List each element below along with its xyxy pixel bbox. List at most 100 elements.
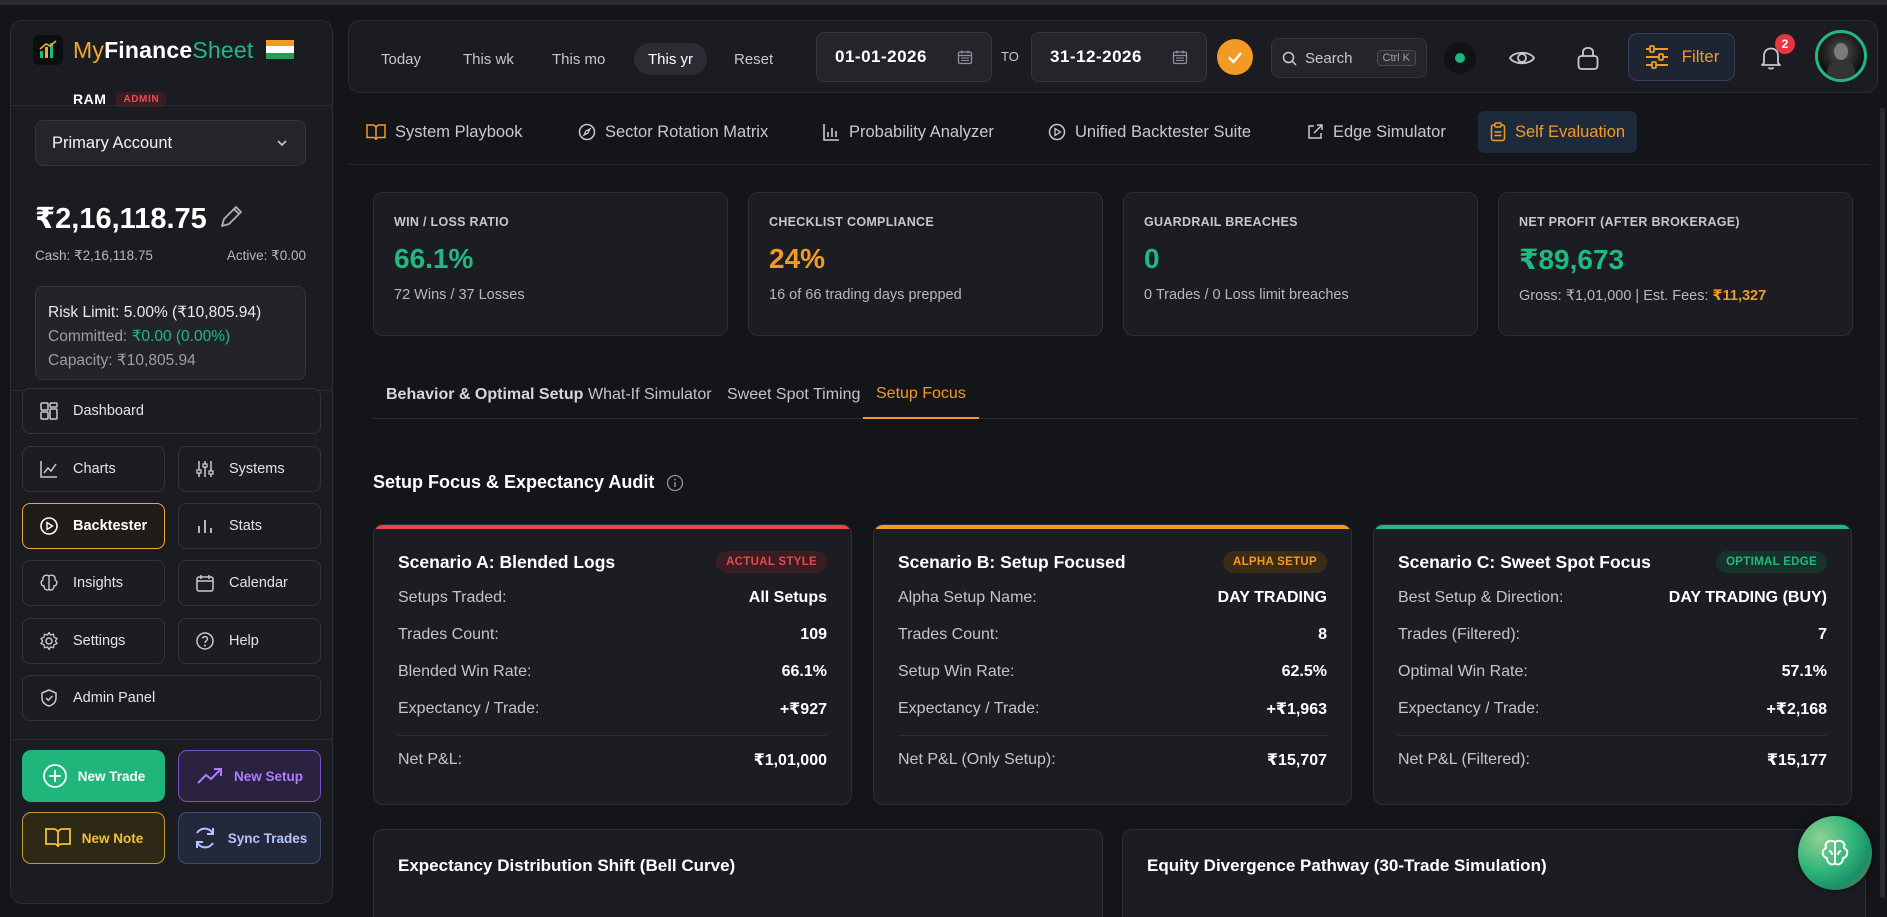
calendar-icon [1172,50,1188,65]
stat-label: WIN / LOSS RATIO [394,215,509,229]
sidebar-item-insights[interactable]: Insights [22,560,165,606]
row-label: Expectancy / Trade: [398,700,540,717]
grid-icon [40,402,58,420]
stat-value: 0 [1144,243,1160,274]
ai-assistant-button[interactable] [1798,816,1872,890]
sliders-icon [196,461,214,477]
sidebar-item-admin-panel[interactable]: Admin Panel [22,675,321,721]
stat-label: GUARDRAIL BREACHES [1144,215,1298,229]
new-note-button[interactable]: New Note [22,812,165,864]
subnav-label: Sector Rotation Matrix [605,122,769,141]
play-circle-icon [1048,123,1066,141]
sidebar-item-stats[interactable]: Stats [178,503,321,549]
stat-card-checklist-compliance: CHECKLIST COMPLIANCE 24% 16 of 66 tradin… [748,192,1103,336]
brand[interactable]: MyFinanceSheet [33,35,295,65]
module-nav: System Playbook Sector Rotation Matrix P… [348,93,1870,165]
sidebar-item-systems[interactable]: Systems [178,446,321,492]
edit-pencil-icon[interactable] [216,202,246,232]
account-select-value: Primary Account [52,133,173,152]
tab-behavior-optimal-setup[interactable]: Behavior & Optimal Setup [386,386,584,403]
tab-setup-focus[interactable]: Setup Focus [863,371,979,419]
row-label: Blended Win Rate: [398,663,532,680]
info-icon[interactable] [666,474,684,492]
notifications-button[interactable] [1754,41,1788,75]
lock-button[interactable] [1571,41,1605,75]
new-trade-button[interactable]: New Trade [22,750,165,802]
share-box-icon [1308,124,1323,139]
date-to-field[interactable]: 31-12-2026 [1031,32,1207,82]
chevron-down-icon [277,140,287,147]
tab-probability-analyzer[interactable]: Probability Analyzer [810,111,1006,153]
brain-icon [1821,839,1849,866]
user-row: RAM ADMIN [73,91,167,107]
scrollbar[interactable] [1880,108,1885,898]
net-label: Net P&L (Only Setup): [898,751,1056,768]
sidebar-item-help[interactable]: Help [178,618,321,664]
tab-self-evaluation[interactable]: Self Evaluation [1478,111,1638,153]
row-value: +₹927 [779,701,827,718]
sidebar-item-dashboard[interactable]: Dashboard [22,388,321,434]
filter-button[interactable]: Filter [1628,33,1735,81]
notification-count-badge: 2 [1775,34,1795,54]
sidebar-item-label: Backtester [73,518,148,534]
sidebar-item-settings[interactable]: Settings [22,618,165,664]
apply-date-range-button[interactable] [1217,39,1253,75]
tab-what-if-simulator[interactable]: What-If Simulator [588,386,712,403]
subnav-label: Self Evaluation [1515,122,1626,141]
row-value: +₹2,168 [1766,701,1827,718]
tab-edge-simulator[interactable]: Edge Simulator [1294,111,1458,153]
evaluation-tabs: Behavior & Optimal Setup What-If Simulat… [372,371,1858,419]
scenario-row: Trades Count: 8 [898,623,1327,647]
account-select[interactable]: Primary Account [35,120,306,166]
play-circle-icon [40,517,58,535]
clipboard-icon [1490,122,1506,142]
brand-sheet: Sheet [192,36,254,63]
stat-sub: 16 of 66 trading days prepped [769,287,962,303]
sidebar-item-label: Insights [73,575,123,591]
scenario-row: Setup Win Rate: 62.5% [898,660,1327,684]
trending-up-icon [197,768,222,784]
sidebar-item-calendar[interactable]: Calendar [178,560,321,606]
section-title: Setup Focus & Expectancy Audit [373,472,684,493]
sidebar-item-label: Calendar [229,575,288,591]
tab-sweet-spot-timing[interactable]: Sweet Spot Timing [727,386,861,403]
connection-status [1444,42,1476,74]
date-to-value: 31-12-2026 [1050,47,1142,66]
search-input[interactable]: Search Ctrl K [1271,38,1427,78]
net-value: ₹15,707 [1266,752,1327,769]
range-this-week-button[interactable]: This wk [463,50,514,68]
range-today-button[interactable]: Today [381,50,422,68]
tab-unified-backtester-suite[interactable]: Unified Backtester Suite [1036,111,1263,153]
sidebar-item-label: Systems [229,461,285,477]
compass-icon [578,123,596,141]
date-from-field[interactable]: 01-01-2026 [816,32,992,82]
row-value: 62.5% [1281,663,1327,680]
sidebar-item-charts[interactable]: Charts [22,446,165,492]
new-trade-label: New Trade [77,768,146,784]
line-chart-icon [40,461,57,478]
range-reset-button[interactable]: Reset [734,50,774,68]
sidebar-item-backtester[interactable]: Backtester [22,503,165,549]
scenario-title: Scenario B: Setup Focused [898,551,1126,572]
calendar-icon [196,575,214,592]
range-this-month-button[interactable]: This mo [552,50,606,68]
scenario-accent-line [374,525,851,529]
tab-sector-rotation-matrix[interactable]: Sector Rotation Matrix [566,111,780,153]
tab-system-playbook[interactable]: System Playbook [354,111,534,153]
stat-value: 24% [769,243,826,274]
search-placeholder: Search [1305,49,1353,67]
toggle-visibility-button[interactable] [1505,41,1539,75]
date-from-value: 01-01-2026 [835,47,927,66]
bar-chart-icon [823,124,839,141]
refresh-icon [195,827,214,849]
avatar[interactable] [1815,30,1867,82]
top-bar: Today This wk This mo This yr Reset 01-0… [348,20,1878,93]
sidebar-item-label: Stats [229,518,263,534]
row-label: Alpha Setup Name: [898,589,1037,606]
scenario-accent-line [1374,525,1851,529]
row-label: Trades Count: [898,626,999,643]
new-setup-button[interactable]: New Setup [178,750,321,802]
row-value: 57.1% [1781,663,1827,680]
sync-trades-button[interactable]: Sync Trades [178,812,321,864]
range-this-year-button[interactable]: This yr [634,43,707,75]
